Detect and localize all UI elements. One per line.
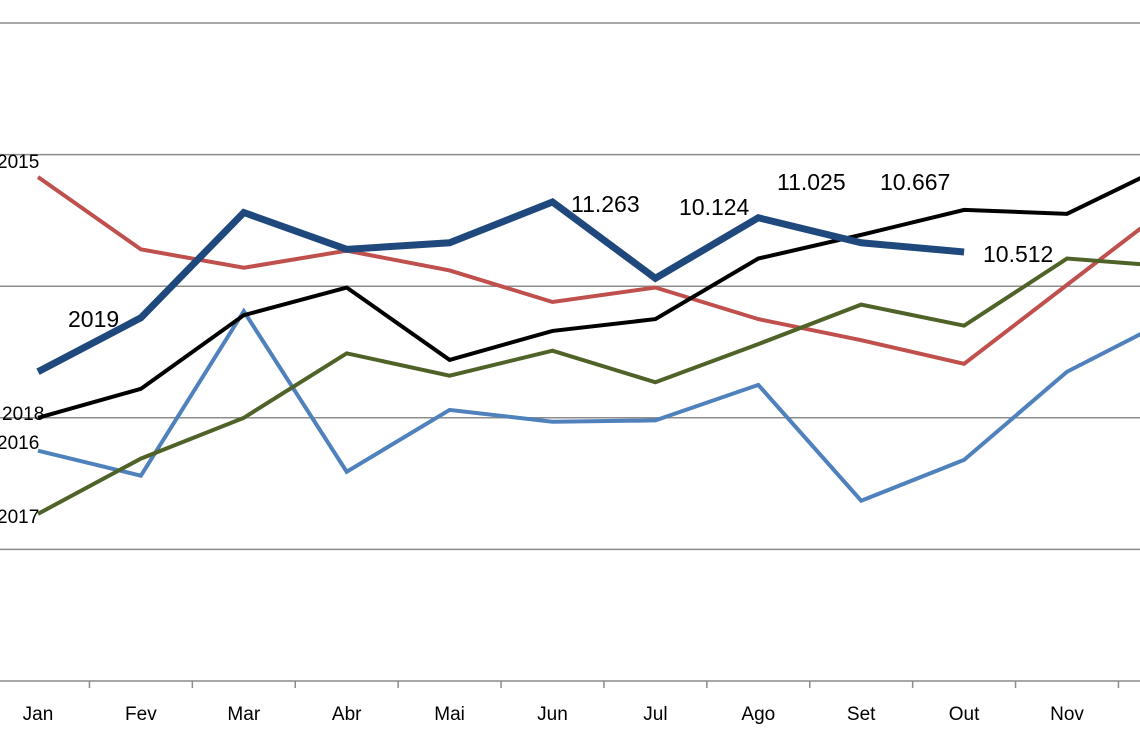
series-line-2016 [37, 307, 1140, 504]
label-10-512: 10.512 [983, 241, 1053, 267]
label-2018: 2018 [2, 404, 44, 425]
label-2019: 2019 [68, 306, 119, 332]
x-axis: JanFevMarAbrMaiJunJulAgoSetOutNovDez [23, 681, 1120, 725]
series-line-2015 [36, 175, 1140, 367]
x-tick-label-out: Out [949, 704, 980, 725]
x-tick-label-abr: Abr [332, 704, 362, 725]
label-2016: 2016 [0, 433, 39, 454]
series-line-2019 [36, 198, 965, 375]
x-tick-label-nov: Nov [1050, 704, 1084, 725]
x-tick-label-set: Set [847, 704, 876, 725]
gridlines [0, 22, 1140, 682]
x-tick-label-mar: Mar [227, 704, 260, 725]
chart-labels: 2015 2016 2017 2018 2019 11.263 10.124 11.025 10… [0, 152, 1053, 528]
x-tick-label-jan: Jan [23, 704, 54, 725]
label-10-124: 10.124 [679, 194, 750, 220]
x-tick-label-jun: Jun [537, 704, 568, 725]
series-lines [36, 175, 1140, 516]
series-line-2018 [37, 176, 1140, 420]
series-line-2017 [37, 256, 1140, 516]
label-2015: 2015 [0, 152, 39, 173]
label-10-667: 10.667 [880, 169, 950, 195]
x-tick-label-ago: Ago [741, 704, 775, 725]
label-11-025: 11.025 [777, 169, 846, 195]
x-tick-label-fev: Fev [125, 704, 157, 725]
x-tick-label-mai: Mai [434, 704, 465, 725]
label-11-263: 11.263 [571, 191, 640, 217]
x-tick-label-jul: Jul [643, 704, 667, 725]
label-2017: 2017 [0, 507, 39, 528]
